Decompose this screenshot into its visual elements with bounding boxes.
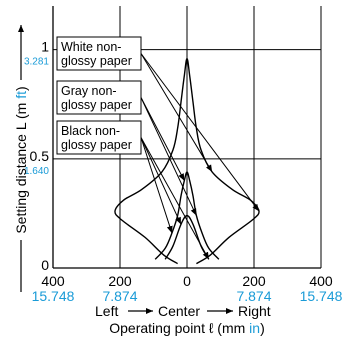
legend-leader-4: [140, 137, 210, 260]
x-tick-labels-mm: 400 200 0 200 400: [41, 273, 333, 289]
x-axis-title: Operating point ℓ (mm in): [109, 320, 265, 336]
y-axis-title-text: Setting distance L (m ft): [13, 86, 29, 233]
y-tick-m-2: 1: [41, 39, 49, 55]
legend-leader-3: [140, 97, 185, 181]
x-left-label: Left: [95, 303, 118, 319]
y-tick-m-1: 0.5: [30, 148, 50, 164]
legend-leader-2: [140, 97, 197, 216]
x-tick-in-2: 7.874: [236, 288, 271, 304]
x-right-label: Right: [238, 303, 271, 319]
legend-line1-0: White non-: [61, 40, 121, 54]
x-tick-mm-0: 400: [41, 273, 65, 289]
legend-line1-2: Black non-: [61, 124, 120, 138]
x-tick-mm-1: 200: [108, 273, 132, 289]
y-tick-m-0: 0: [41, 257, 49, 273]
x-tick-in-0: 15.748: [32, 288, 75, 304]
x-direction-label: Left Center Right: [95, 303, 271, 319]
x-tick-labels-in: 15.748 7.874 7.874 15.748: [32, 288, 342, 304]
legend-box-0: [56, 36, 142, 71]
legend-box-1: [56, 80, 142, 115]
legend-line2-2: glossy paper: [61, 138, 132, 152]
y-tick-ft-1: 3.281: [24, 57, 49, 68]
x-tick-mm-3: 200: [242, 273, 266, 289]
legend-line1-1: Gray non-: [61, 84, 117, 98]
series-curve-1: [154, 171, 220, 260]
x-tick-in-3: 15.748: [300, 288, 342, 304]
x-tick-in-1: 7.874: [102, 288, 137, 304]
y-axis-title: Setting distance L (m ft): [13, 25, 29, 292]
y-tick-ft-0: 1.640: [24, 166, 49, 177]
y-tick-labels-m: 00.51: [30, 39, 50, 273]
x-tick-mm-2: 0: [183, 273, 191, 289]
legend-leader-0: [140, 53, 260, 212]
legend-line2-1: glossy paper: [61, 98, 132, 112]
legend-leader-1: [140, 53, 213, 173]
legend-leader-5: [140, 137, 182, 225]
legend-line2-0: glossy paper: [61, 54, 132, 68]
x-tick-mm-4: 400: [309, 273, 333, 289]
legend-leader-6: [140, 137, 173, 234]
y-tick-labels-ft: 1.640 3.281: [24, 57, 49, 177]
x-center-label: Center: [158, 303, 200, 319]
